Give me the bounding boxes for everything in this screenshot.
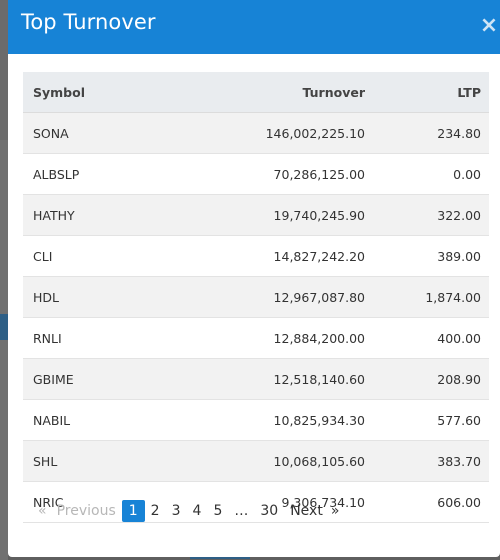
table-row[interactable]: CLI 14,827,242.20 389.00 bbox=[23, 235, 489, 277]
page-link-3[interactable]: 3 bbox=[171, 503, 181, 519]
previous-arrow-icon: « bbox=[38, 503, 47, 519]
cell-symbol: HATHY bbox=[23, 194, 174, 236]
cell-ltp: 1,874.00 bbox=[373, 276, 489, 318]
pagination-ellipsis: … bbox=[234, 503, 249, 519]
background-overlay-top bbox=[0, 0, 8, 140]
column-header-symbol[interactable]: Symbol bbox=[23, 72, 174, 113]
cell-turnover: 70,286,125.00 bbox=[174, 153, 373, 195]
table-row[interactable]: RNLI 12,884,200.00 400.00 bbox=[23, 317, 489, 359]
cell-turnover: 12,518,140.60 bbox=[174, 358, 373, 400]
table-row[interactable]: HATHY 19,740,245.90 322.00 bbox=[23, 194, 489, 236]
page-link-4[interactable]: 4 bbox=[192, 503, 202, 519]
previous-page-link[interactable]: Previous bbox=[56, 503, 116, 519]
cell-symbol: HDL bbox=[23, 276, 174, 318]
table-row[interactable]: HDL 12,967,087.80 1,874.00 bbox=[23, 276, 489, 318]
cell-ltp: 606.00 bbox=[373, 481, 489, 523]
turnover-table-container: Symbol Turnover LTP SONA 146,002,225.10 23… bbox=[23, 72, 489, 523]
cell-symbol: SONA bbox=[23, 112, 174, 154]
top-turnover-modal: Top Turnover × Symbol Turnover LTP SONA 1… bbox=[8, 0, 500, 557]
cell-turnover: 14,827,242.20 bbox=[174, 235, 373, 277]
column-header-ltp[interactable]: LTP bbox=[373, 72, 489, 113]
next-arrow-icon[interactable]: » bbox=[330, 503, 340, 519]
close-icon[interactable]: × bbox=[479, 13, 499, 38]
cell-turnover: 9,306,734.10 bbox=[174, 481, 373, 523]
cell-ltp: 208.90 bbox=[373, 358, 489, 400]
cell-symbol: NABIL bbox=[23, 399, 174, 441]
table-row[interactable]: ALBSLP 70,286,125.00 0.00 bbox=[23, 153, 489, 195]
cell-symbol: CLI bbox=[23, 235, 174, 277]
cell-turnover: 10,825,934.30 bbox=[174, 399, 373, 441]
modal-header: Top Turnover × bbox=[8, 0, 500, 54]
cell-symbol: SHL bbox=[23, 440, 174, 482]
cell-turnover: 12,967,087.80 bbox=[174, 276, 373, 318]
cell-symbol: RNLI bbox=[23, 317, 174, 359]
pagination: « Previous 1 2 3 4 5 … 30 Next » bbox=[32, 500, 345, 522]
table-row[interactable]: NRIC 9,306,734.10 606.00 bbox=[23, 481, 489, 523]
page-link-5[interactable]: 5 bbox=[213, 503, 223, 519]
background-page-fragment bbox=[0, 314, 8, 340]
table-row[interactable]: GBIME 12,518,140.60 208.90 bbox=[23, 358, 489, 400]
next-page-link[interactable]: Next bbox=[290, 503, 323, 519]
cell-turnover: 146,002,225.10 bbox=[174, 112, 373, 154]
cell-symbol: NRIC bbox=[23, 481, 174, 523]
modal-title: Top Turnover bbox=[21, 10, 156, 34]
cell-symbol: GBIME bbox=[23, 358, 174, 400]
cell-ltp: 234.80 bbox=[373, 112, 489, 154]
page-link-2[interactable]: 2 bbox=[150, 503, 160, 519]
cell-ltp: 577.60 bbox=[373, 399, 489, 441]
page-link-1[interactable]: 1 bbox=[121, 500, 145, 522]
cell-turnover: 10,068,105.60 bbox=[174, 440, 373, 482]
cell-ltp: 389.00 bbox=[373, 235, 489, 277]
cell-turnover: 12,884,200.00 bbox=[174, 317, 373, 359]
page-link-30[interactable]: 30 bbox=[260, 503, 279, 519]
cell-ltp: 0.00 bbox=[373, 153, 489, 195]
cell-ltp: 383.70 bbox=[373, 440, 489, 482]
background-button-fragment bbox=[190, 555, 250, 559]
table-row[interactable]: SONA 146,002,225.10 234.80 bbox=[23, 112, 489, 154]
column-header-turnover[interactable]: Turnover bbox=[174, 72, 373, 113]
cell-symbol: ALBSLP bbox=[23, 153, 174, 195]
cell-ltp: 322.00 bbox=[373, 194, 489, 236]
table-row[interactable]: NABIL 10,825,934.30 577.60 bbox=[23, 399, 489, 441]
turnover-table: Symbol Turnover LTP SONA 146,002,225.10 23… bbox=[23, 72, 489, 523]
background-overlay-bottom bbox=[0, 140, 8, 560]
table-row[interactable]: SHL 10,068,105.60 383.70 bbox=[23, 440, 489, 482]
table-header-row: Symbol Turnover LTP bbox=[23, 72, 489, 113]
cell-turnover: 19,740,245.90 bbox=[174, 194, 373, 236]
cell-ltp: 400.00 bbox=[373, 317, 489, 359]
